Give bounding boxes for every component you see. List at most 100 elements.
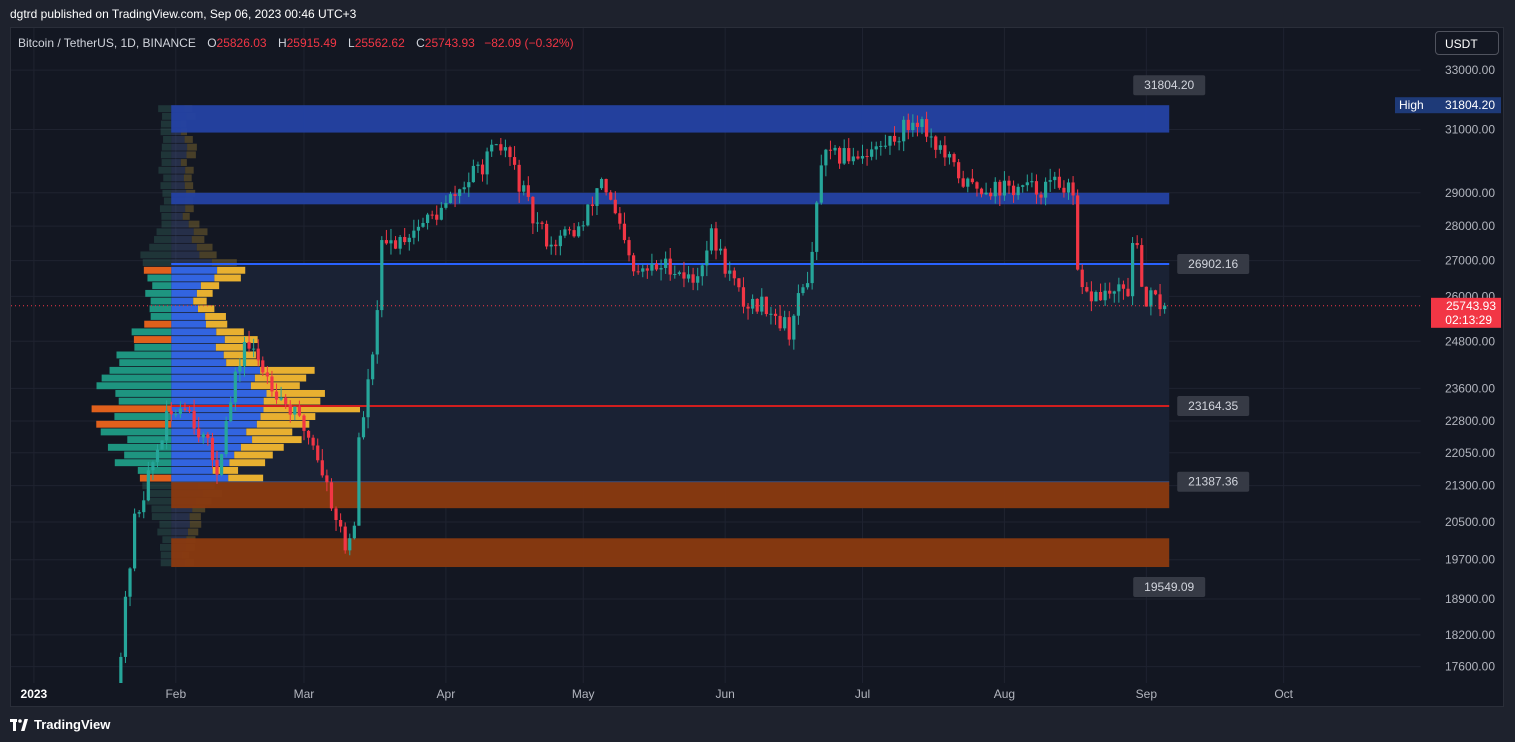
candle-body[interactable] bbox=[673, 273, 677, 275]
candle-body[interactable] bbox=[627, 240, 631, 256]
candle-body[interactable] bbox=[751, 298, 755, 309]
candle-body[interactable] bbox=[343, 526, 347, 551]
candle-body[interactable] bbox=[622, 223, 627, 241]
candle-body[interactable] bbox=[1153, 290, 1158, 295]
candle-body[interactable] bbox=[1080, 269, 1084, 288]
candle-body[interactable] bbox=[393, 240, 398, 249]
candle-body[interactable] bbox=[485, 151, 489, 175]
candle-body[interactable] bbox=[329, 482, 334, 509]
candle-body[interactable] bbox=[595, 188, 599, 206]
candle-body[interactable] bbox=[453, 194, 457, 197]
candle-body[interactable] bbox=[599, 179, 604, 189]
candle-body[interactable] bbox=[773, 313, 778, 316]
candle-body[interactable] bbox=[682, 272, 686, 279]
candle-body[interactable] bbox=[966, 178, 970, 187]
candle-body[interactable] bbox=[494, 144, 498, 146]
candle-body[interactable] bbox=[1011, 185, 1016, 196]
candle-body[interactable] bbox=[201, 434, 205, 438]
candle-body[interactable] bbox=[902, 119, 906, 142]
candle-body[interactable] bbox=[741, 287, 746, 307]
candle-body[interactable] bbox=[526, 185, 530, 197]
candle-body[interactable] bbox=[938, 145, 942, 150]
candle-body[interactable] bbox=[746, 306, 750, 309]
candle-body[interactable] bbox=[348, 538, 352, 551]
candle-body[interactable] bbox=[856, 156, 860, 159]
candle-body[interactable] bbox=[737, 278, 741, 288]
candle-body[interactable] bbox=[824, 149, 828, 166]
candle-body[interactable] bbox=[384, 240, 388, 244]
candle-body[interactable] bbox=[769, 313, 773, 315]
candle-body[interactable] bbox=[439, 207, 443, 220]
candle-body[interactable] bbox=[238, 366, 242, 372]
candle-body[interactable] bbox=[480, 164, 485, 175]
candle-body[interactable] bbox=[389, 240, 393, 244]
candle-body[interactable] bbox=[700, 265, 704, 277]
candle-body[interactable] bbox=[1117, 284, 1121, 292]
candle-body[interactable] bbox=[1030, 181, 1034, 183]
candle-body[interactable] bbox=[778, 315, 782, 329]
candle-body[interactable] bbox=[1149, 290, 1153, 307]
candle-body[interactable] bbox=[137, 512, 141, 514]
candle-body[interactable] bbox=[279, 397, 283, 400]
candle-body[interactable] bbox=[677, 272, 681, 274]
candle-body[interactable] bbox=[586, 204, 590, 226]
candle-body[interactable] bbox=[755, 298, 759, 312]
candle-body[interactable] bbox=[1121, 284, 1126, 289]
candle-body[interactable] bbox=[764, 296, 768, 315]
candle-body[interactable] bbox=[219, 454, 224, 475]
candle-body[interactable] bbox=[512, 157, 517, 165]
candle-body[interactable] bbox=[842, 148, 846, 164]
candle-body[interactable] bbox=[398, 237, 402, 249]
candle-body[interactable] bbox=[1057, 176, 1061, 188]
candle-body[interactable] bbox=[732, 270, 736, 279]
candle-body[interactable] bbox=[1163, 305, 1167, 310]
candle-body[interactable] bbox=[1098, 292, 1103, 301]
candle-body[interactable] bbox=[1130, 242, 1135, 297]
tradingview-logo[interactable]: TradingView bbox=[10, 717, 110, 732]
candle-body[interactable] bbox=[357, 437, 361, 526]
candle-body[interactable] bbox=[590, 204, 594, 206]
candle-body[interactable] bbox=[339, 520, 343, 527]
candles[interactable] bbox=[115, 111, 1167, 719]
candle-body[interactable] bbox=[805, 283, 810, 288]
candle-body[interactable] bbox=[696, 276, 700, 283]
candle-body[interactable] bbox=[613, 199, 617, 214]
candle-body[interactable] bbox=[174, 413, 178, 415]
candle-body[interactable] bbox=[1085, 287, 1089, 292]
candle-body[interactable] bbox=[151, 462, 155, 471]
candle-body[interactable] bbox=[879, 145, 883, 147]
candle-body[interactable] bbox=[952, 154, 956, 163]
candle-body[interactable] bbox=[531, 196, 535, 224]
candle-body[interactable] bbox=[567, 229, 572, 231]
candle-body[interactable] bbox=[270, 376, 274, 392]
candle-body[interactable] bbox=[316, 445, 320, 461]
candle-body[interactable] bbox=[169, 410, 173, 415]
candle-body[interactable] bbox=[1007, 180, 1011, 186]
candle-body[interactable] bbox=[123, 596, 128, 657]
candle-body[interactable] bbox=[819, 165, 823, 203]
candle-body[interactable] bbox=[146, 470, 150, 501]
candle-body[interactable] bbox=[430, 214, 434, 216]
candle-body[interactable] bbox=[897, 141, 901, 143]
candle-body[interactable] bbox=[1053, 176, 1057, 181]
candle-body[interactable] bbox=[723, 248, 727, 274]
candle-body[interactable] bbox=[210, 437, 215, 461]
candle-body[interactable] bbox=[1071, 182, 1075, 196]
candle-body[interactable] bbox=[1076, 195, 1080, 270]
candle-body[interactable] bbox=[252, 348, 256, 350]
candle-body[interactable] bbox=[1135, 242, 1139, 246]
candle-body[interactable] bbox=[549, 244, 553, 247]
candle-body[interactable] bbox=[783, 317, 787, 329]
candle-body[interactable] bbox=[1112, 291, 1116, 294]
candle-body[interactable] bbox=[535, 222, 540, 224]
candle-body[interactable] bbox=[874, 146, 878, 150]
candle-body[interactable] bbox=[274, 391, 279, 400]
candle-body[interactable] bbox=[1016, 186, 1020, 196]
candle-body[interactable] bbox=[718, 248, 723, 251]
candle-body[interactable] bbox=[302, 415, 306, 431]
candle-body[interactable] bbox=[911, 122, 915, 131]
candle-body[interactable] bbox=[522, 185, 526, 192]
candle-body[interactable] bbox=[1021, 185, 1025, 187]
candle-body[interactable] bbox=[1103, 290, 1107, 301]
candle-body[interactable] bbox=[1094, 292, 1098, 302]
